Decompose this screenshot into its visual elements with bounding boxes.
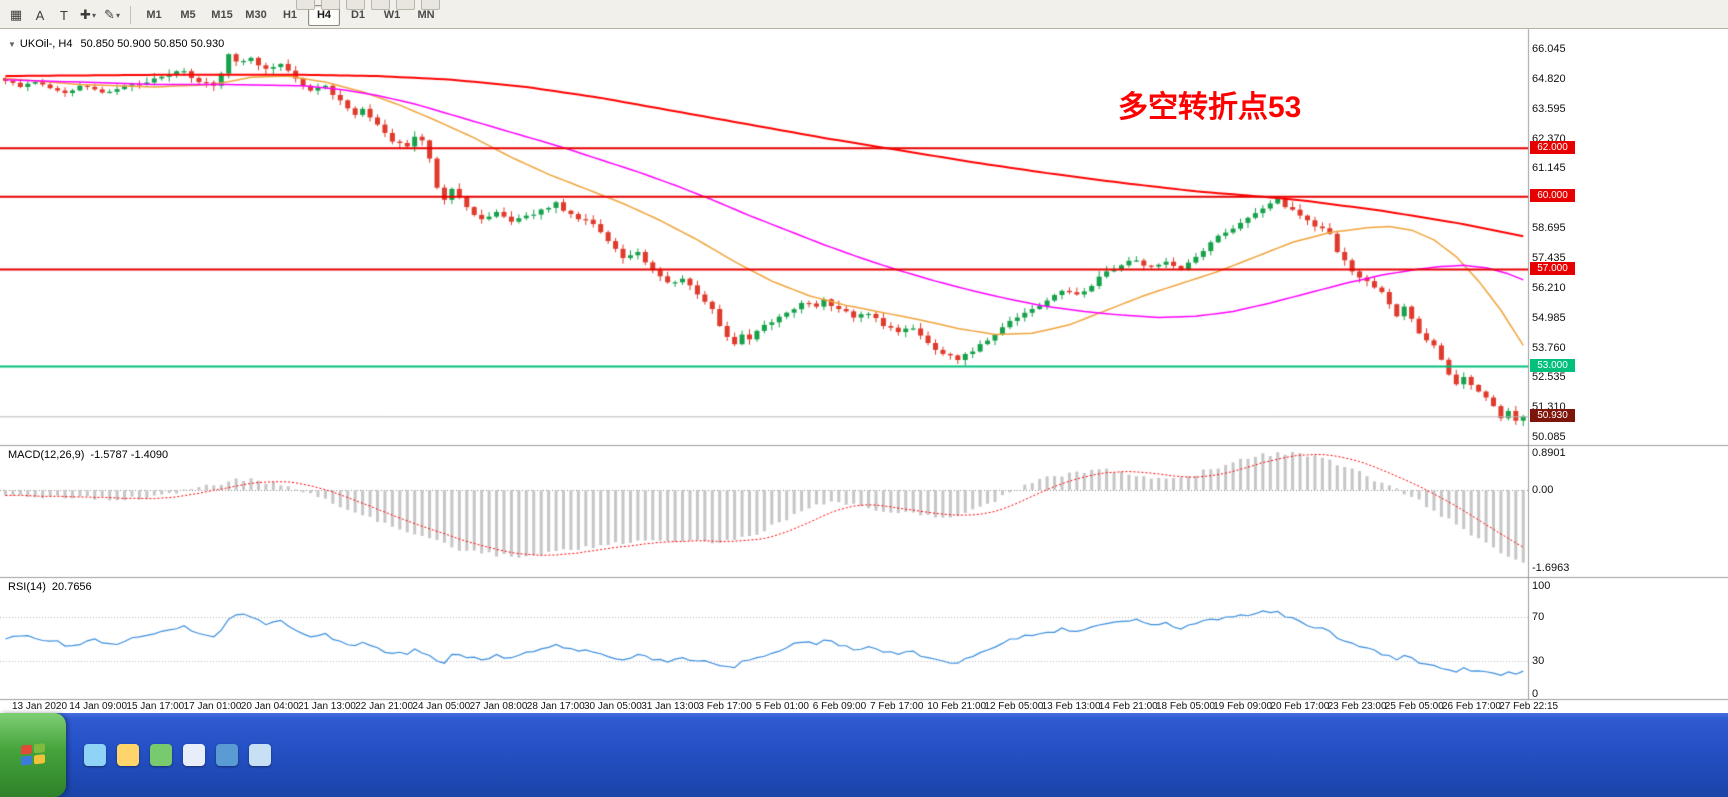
price-axis-label: 57.435: [1532, 252, 1566, 265]
toolbar-row: ▦ A T ✚ ▾ ✎ ▾ M1 M5 M15 M30 H1 H4 D1 W1 MN: [0, 3, 443, 27]
quick-launch-icon[interactable]: [117, 744, 139, 766]
time-axis-label: 17 Jan 01:00: [183, 701, 242, 712]
text-label-tool-icon[interactable]: T: [60, 7, 68, 23]
rsi-axis-label: 100: [1532, 580, 1551, 592]
macd-axis-label: 0.00: [1532, 484, 1554, 496]
macd-values: -1.5787 -1.4090: [90, 449, 169, 461]
price-axis-label: 53.760: [1532, 341, 1566, 354]
time-axis-label: 5 Feb 01:00: [755, 701, 809, 712]
price-axis-label: 64.820: [1532, 73, 1566, 86]
price-axis-label: 63.595: [1532, 102, 1566, 115]
timeframe-button-m30[interactable]: M30: [245, 8, 267, 21]
time-axis-label: 10 Feb 21:00: [927, 701, 987, 712]
price-axis-label: 54.985: [1532, 311, 1566, 324]
price-axis-label: 52.535: [1532, 371, 1566, 384]
timeframe-button-m15[interactable]: M15: [211, 8, 233, 21]
timeframe-button-mn[interactable]: MN: [417, 8, 435, 21]
crosshair-tool-icon[interactable]: ✚ ▾: [80, 7, 96, 22]
time-axis-label: 13 Jan 2020: [12, 701, 68, 712]
price-axis-label: 58.695: [1532, 221, 1566, 234]
time-axis-label: 22 Jan 21:00: [355, 701, 414, 712]
price-level-tag: 50.930: [1530, 409, 1575, 423]
clipped-toolbar-icon[interactable]: [321, 0, 340, 10]
time-axis-label: 14 Feb 21:00: [1098, 701, 1158, 712]
rsi-axis-label: 30: [1532, 655, 1545, 667]
quick-launch-icon[interactable]: [216, 744, 238, 766]
macd-axis-label: -1.6963: [1532, 561, 1570, 574]
chart-ohlc-values: 50.850 50.900 50.850 50.930: [80, 38, 225, 50]
price-axis-label: 61.145: [1532, 162, 1566, 175]
timeframe-button-d1[interactable]: D1: [350, 8, 366, 21]
clipped-toolbar-icon[interactable]: [396, 0, 415, 10]
chart-symbol-label: UKOil-, H4: [19, 38, 73, 50]
time-axis-label: 27 Feb 22:15: [1499, 701, 1559, 712]
macd-axis-label: 0.8901: [1532, 447, 1566, 459]
rsi-axis-label: 0: [1532, 688, 1539, 700]
timeframe-group: M1 M5 M15 M30 H1 H4 D1 W1 MN: [137, 4, 443, 26]
time-axis-label: 7 Feb 17:00: [870, 701, 924, 712]
time-axis-label: 14 Jan 09:00: [69, 701, 128, 712]
time-axis-label: 31 Jan 13:00: [641, 701, 700, 712]
timeframe-button-w1[interactable]: W1: [383, 8, 401, 21]
chart-annotation-text: 多空转折点53: [1118, 91, 1302, 124]
chart-collapse-icon[interactable]: ▼: [8, 40, 16, 49]
quick-launch-area: [84, 744, 271, 766]
clipped-toolbar-icon[interactable]: [346, 0, 365, 10]
time-axis-label: 21 Jan 13:00: [298, 701, 356, 712]
time-axis-label: 30 Jan 05:00: [584, 701, 642, 712]
time-axis-label: 20 Feb 17:00: [1270, 701, 1330, 712]
time-axis-label: 19 Feb 09:00: [1213, 701, 1273, 712]
time-axis-label: 20 Jan 04:00: [240, 701, 299, 712]
timeframe-button-m1[interactable]: M1: [146, 8, 162, 21]
time-axis-label: 12 Feb 05:00: [984, 701, 1044, 712]
quick-launch-icon[interactable]: [84, 744, 106, 766]
macd-header: MACD(12,26,9) -1.5787 -1.4090: [8, 449, 168, 461]
time-axis-label: 15 Jan 17:00: [126, 701, 185, 712]
macd-label: MACD(12,26,9): [8, 449, 85, 461]
windows-flag-icon: [21, 743, 45, 766]
time-axis-label: 28 Jan 17:00: [526, 701, 585, 712]
time-axis-label: 27 Jan 08:00: [469, 701, 528, 712]
main-toolbar: ▦ A T ✚ ▾ ✎ ▾ M1 M5 M15 M30 H1 H4 D1 W1 MN: [0, 0, 1728, 29]
time-axis-label: 6 Feb 09:00: [812, 701, 867, 712]
rsi-header: RSI(14) 20.7656: [8, 581, 92, 593]
clipped-toolbar-row: [296, 0, 440, 10]
price-level-tag: 60.000: [1530, 189, 1575, 203]
toolbar-separator: [130, 6, 131, 24]
rsi-label: RSI(14): [8, 581, 46, 593]
time-axis-label: 23 Feb 23:00: [1327, 701, 1387, 712]
clipped-toolbar-icon[interactable]: [371, 0, 390, 10]
quick-launch-icon[interactable]: [150, 744, 172, 766]
rsi-value: 20.7656: [51, 581, 92, 593]
price-level-tag: 62.000: [1530, 140, 1575, 154]
price-level-tag: 53.000: [1530, 359, 1575, 373]
tool-icon-group: ▦ A T ✚ ▾ ✎ ▾: [4, 5, 124, 25]
text-tool-icon[interactable]: A: [35, 7, 45, 23]
timeframe-button-m5[interactable]: M5: [180, 8, 196, 21]
timeframe-button-h1[interactable]: H1: [282, 8, 298, 21]
chart-symbol-header: ▼ UKOil-, H4 50.850 50.900 50.850 50.930: [8, 38, 224, 50]
clipped-toolbar-icon[interactable]: [421, 0, 440, 10]
dropdown-caret-icon: ▾: [91, 10, 96, 20]
quick-launch-icon[interactable]: [183, 744, 205, 766]
time-axis-label: 25 Feb 05:00: [1384, 701, 1444, 712]
rsi-axis-label: 70: [1532, 611, 1545, 623]
symbols-grid-icon[interactable]: ▦: [9, 7, 23, 22]
time-axis-label: 3 Feb 17:00: [698, 701, 752, 712]
time-axis-label: 24 Jan 05:00: [412, 701, 471, 712]
clipped-toolbar-icon[interactable]: [296, 0, 315, 10]
start-button[interactable]: [0, 713, 66, 797]
time-axis-label: 26 Feb 17:00: [1442, 701, 1501, 712]
time-axis-label: 18 Feb 05:00: [1156, 701, 1215, 712]
price-axis-label: 56.210: [1532, 282, 1566, 295]
quick-launch-icon[interactable]: [249, 744, 271, 766]
price-axis-label: 50.085: [1532, 430, 1566, 443]
price-axis-label: 66.045: [1532, 43, 1566, 56]
time-axis-label: 13 Feb 13:00: [1041, 701, 1101, 712]
windows-taskbar: [0, 713, 1728, 797]
dropdown-caret-icon: ▾: [115, 10, 120, 20]
draw-tool-icon[interactable]: ✎ ▾: [104, 7, 120, 22]
price-level-tag: 57.000: [1530, 261, 1575, 275]
